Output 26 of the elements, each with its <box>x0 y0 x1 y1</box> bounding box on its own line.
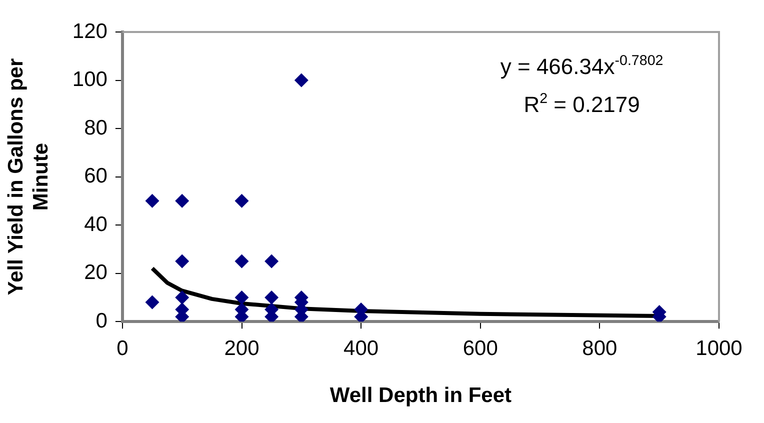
y-tick-label: 60 <box>84 164 108 188</box>
x-tick-label: 0 <box>116 336 128 360</box>
point <box>234 290 249 304</box>
y-tick-label: 0 <box>96 309 108 332</box>
x-axis-title: Well Depth in Feet <box>330 384 512 408</box>
point <box>264 254 279 268</box>
x-tick-label: 200 <box>224 336 260 360</box>
point <box>234 194 249 208</box>
x-tick-label: 1000 <box>696 336 742 360</box>
y-tick-label: 80 <box>84 116 108 140</box>
point <box>145 194 160 208</box>
x-tick-label: 400 <box>344 336 379 360</box>
point <box>294 73 308 88</box>
y-tick-label: 40 <box>84 212 108 236</box>
y-tick-label: 20 <box>84 261 108 284</box>
x-tick-label: 600 <box>462 336 498 360</box>
y-tick-label: 120 <box>72 20 108 43</box>
point <box>175 194 190 208</box>
point <box>175 290 190 304</box>
y-axis-title: Yell Yield in Gallons per Minute <box>4 58 53 296</box>
point <box>145 295 160 310</box>
y-tick-label: 100 <box>72 68 108 92</box>
point <box>175 254 190 268</box>
x-tick-label: 800 <box>582 336 618 360</box>
point <box>234 254 249 268</box>
point <box>264 290 279 304</box>
